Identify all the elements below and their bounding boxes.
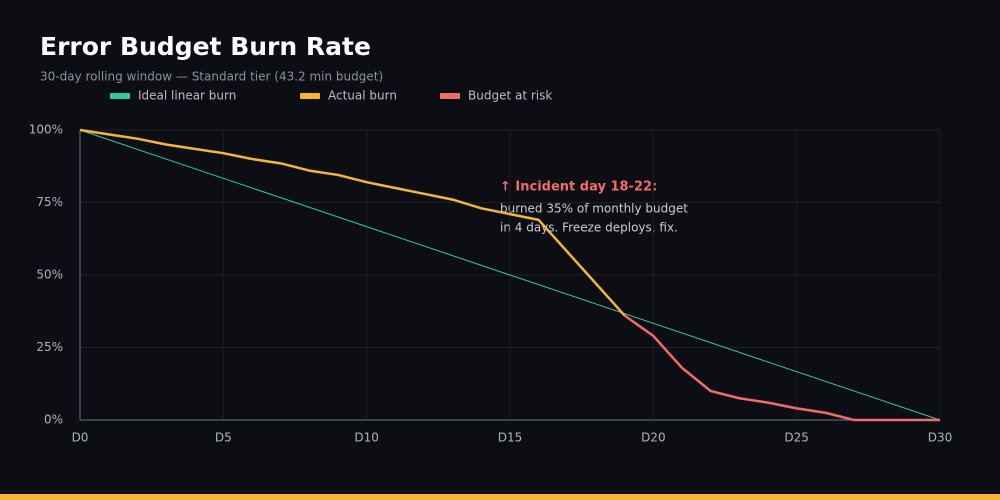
- x-tick-label: D5: [215, 431, 232, 445]
- bottom-stripe: [0, 494, 1000, 500]
- y-tick-label: 75%: [36, 195, 63, 209]
- y-tick-label: 25%: [36, 340, 63, 354]
- x-tick-label: D15: [498, 431, 523, 445]
- y-tick-label: 100%: [29, 123, 63, 137]
- annotation-line: in 4 days. Freeze deploys, fix.: [500, 221, 678, 235]
- legend-label: Budget at risk: [468, 89, 552, 103]
- annotation-title: ↑ Incident day 18-22:: [500, 180, 657, 195]
- series-line: [79, 129, 941, 421]
- y-tick-label: 50%: [36, 268, 63, 282]
- x-tick-label: D0: [72, 431, 89, 445]
- legend-swatch: [440, 93, 460, 99]
- x-tick-label: D20: [641, 431, 666, 445]
- x-tick-label: D30: [928, 431, 953, 445]
- legend-label: Actual burn: [328, 89, 397, 103]
- annotation-line: burned 35% of monthly budget: [500, 202, 688, 216]
- legend-label: Ideal linear burn: [138, 89, 236, 103]
- x-tick-label: D10: [354, 431, 379, 445]
- series-line: [79, 128, 626, 317]
- chart-title: Error Budget Burn Rate: [40, 32, 371, 61]
- y-tick-label: 0%: [44, 413, 63, 427]
- x-tick-label: D25: [784, 431, 809, 445]
- legend-swatch: [110, 93, 130, 99]
- legend-swatch: [300, 93, 320, 99]
- chart-subtitle: 30-day rolling window — Standard tier (4…: [40, 70, 383, 84]
- series-line: [623, 314, 940, 422]
